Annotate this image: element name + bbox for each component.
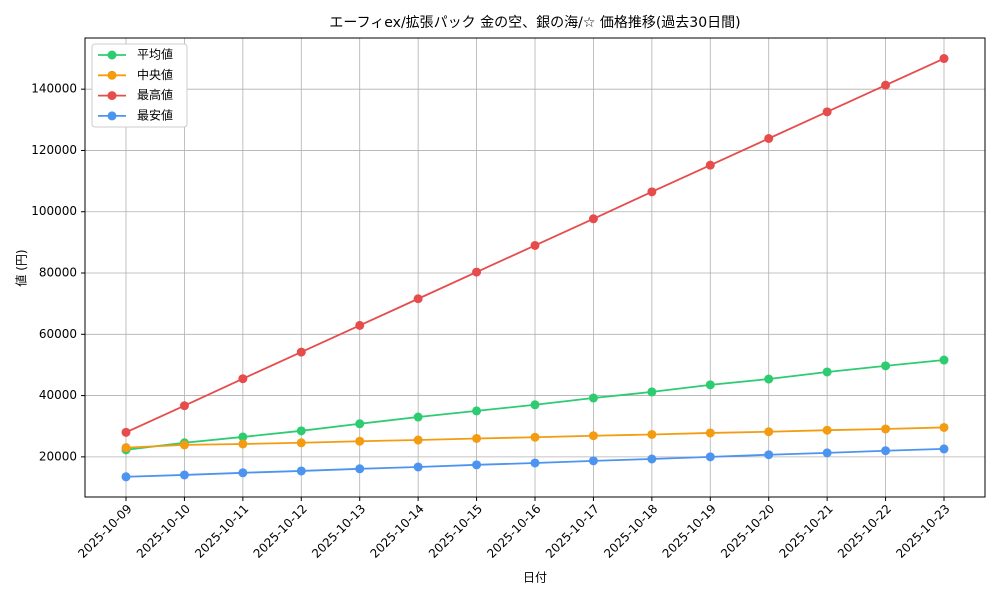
data-point bbox=[413, 435, 423, 445]
data-point bbox=[238, 432, 248, 442]
x-axis-label: 日付 bbox=[523, 571, 547, 585]
data-point bbox=[472, 267, 482, 277]
data-point bbox=[764, 374, 774, 384]
x-tick-label: 2025-10-16 bbox=[484, 502, 543, 561]
x-tick-label: 2025-10-20 bbox=[718, 502, 777, 561]
data-point bbox=[296, 438, 306, 448]
data-point bbox=[530, 240, 540, 250]
data-point bbox=[822, 107, 832, 117]
data-point bbox=[647, 454, 657, 464]
x-tick-label: 2025-10-15 bbox=[426, 502, 485, 561]
data-point bbox=[764, 134, 774, 144]
data-point bbox=[355, 436, 365, 446]
y-tick-label: 40000 bbox=[39, 388, 77, 402]
legend-box bbox=[91, 43, 188, 128]
data-point bbox=[179, 470, 189, 480]
data-point bbox=[296, 426, 306, 436]
legend-label: 最高値 bbox=[137, 87, 173, 102]
data-point bbox=[764, 450, 774, 460]
data-point bbox=[822, 425, 832, 435]
x-tick-label: 2025-10-14 bbox=[368, 502, 427, 561]
data-point bbox=[472, 406, 482, 416]
chart-title: エーフィex/拡張パック 金の空、銀の海/☆ 価格推移(過去30日間) bbox=[329, 15, 740, 31]
data-point bbox=[238, 468, 248, 478]
data-point bbox=[413, 412, 423, 422]
x-tick-label: 2025-10-13 bbox=[309, 502, 368, 561]
data-point bbox=[764, 427, 774, 437]
data-point bbox=[588, 214, 598, 224]
legend-marker bbox=[107, 50, 117, 60]
data-point bbox=[355, 464, 365, 474]
data-point bbox=[472, 460, 482, 470]
x-tick-label: 2025-10-17 bbox=[543, 502, 602, 561]
data-point bbox=[238, 439, 248, 449]
data-point bbox=[822, 448, 832, 458]
y-tick-label: 60000 bbox=[39, 327, 77, 341]
data-point bbox=[939, 444, 949, 454]
x-tick-label: 2025-10-10 bbox=[134, 502, 193, 561]
data-point bbox=[588, 456, 598, 466]
data-point bbox=[530, 432, 540, 442]
data-point bbox=[939, 54, 949, 64]
y-axis-label: 値 (円) bbox=[14, 249, 29, 286]
y-tick-label: 100000 bbox=[31, 204, 77, 218]
data-point bbox=[705, 452, 715, 462]
data-point bbox=[355, 320, 365, 330]
data-point bbox=[296, 347, 306, 357]
x-tick-label: 2025-10-22 bbox=[835, 502, 894, 561]
data-point bbox=[296, 466, 306, 476]
x-tick-label: 2025-10-09 bbox=[75, 502, 134, 561]
legend-marker bbox=[107, 70, 117, 80]
data-point bbox=[121, 443, 131, 453]
data-point bbox=[647, 429, 657, 439]
data-point bbox=[647, 387, 657, 397]
data-point bbox=[530, 400, 540, 410]
x-tick-label: 2025-10-21 bbox=[777, 502, 836, 561]
data-point bbox=[413, 462, 423, 472]
data-point bbox=[530, 458, 540, 468]
data-point bbox=[881, 80, 891, 90]
x-tick-label: 2025-10-11 bbox=[192, 502, 251, 561]
data-point bbox=[705, 428, 715, 438]
y-tick-label: 120000 bbox=[31, 143, 77, 157]
data-point bbox=[413, 294, 423, 304]
data-point bbox=[588, 393, 598, 403]
x-tick-label: 2025-10-18 bbox=[601, 502, 660, 561]
data-point bbox=[705, 160, 715, 170]
data-point bbox=[472, 433, 482, 443]
data-point bbox=[238, 374, 248, 384]
plot-frame bbox=[84, 37, 986, 498]
x-tick-label: 2025-10-23 bbox=[893, 502, 952, 561]
legend-label: 平均値 bbox=[137, 47, 173, 62]
data-point bbox=[881, 424, 891, 434]
data-point bbox=[121, 472, 131, 482]
y-tick-label: 80000 bbox=[39, 266, 77, 280]
x-tick-label: 2025-10-12 bbox=[251, 502, 310, 561]
legend-label: 最安値 bbox=[137, 107, 173, 122]
data-point bbox=[355, 419, 365, 429]
data-point bbox=[881, 446, 891, 456]
data-point bbox=[588, 431, 598, 441]
data-point bbox=[822, 367, 832, 377]
x-tick-label: 2025-10-19 bbox=[660, 502, 719, 561]
data-point bbox=[939, 355, 949, 365]
data-point bbox=[881, 361, 891, 371]
data-point bbox=[179, 401, 189, 411]
data-point bbox=[647, 187, 657, 197]
data-point bbox=[705, 380, 715, 390]
y-tick-label: 20000 bbox=[39, 449, 77, 463]
legend-label: 中央値 bbox=[137, 67, 173, 82]
legend-marker bbox=[107, 91, 117, 101]
data-point bbox=[121, 427, 131, 437]
y-tick-label: 140000 bbox=[31, 82, 77, 96]
data-point bbox=[939, 422, 949, 432]
data-point bbox=[179, 440, 189, 450]
legend-marker bbox=[107, 111, 117, 121]
